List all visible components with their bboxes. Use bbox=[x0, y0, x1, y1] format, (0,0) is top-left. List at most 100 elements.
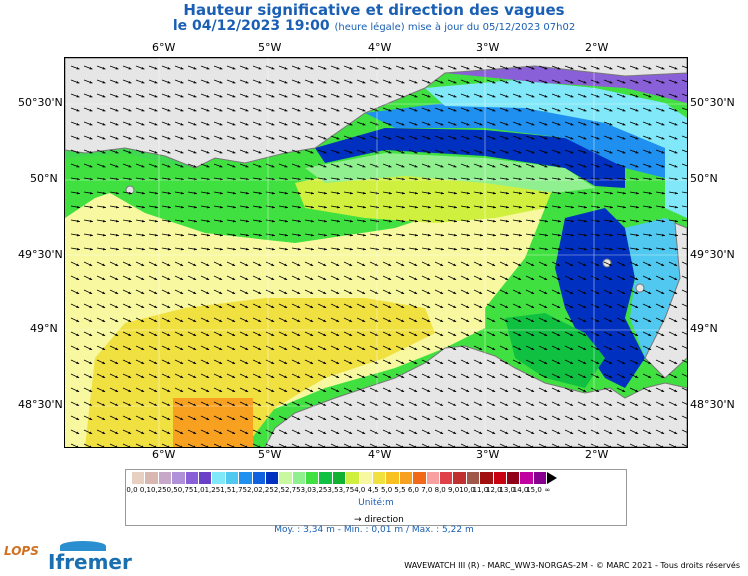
direction-arrow-head bbox=[115, 136, 119, 140]
direction-arrow-head bbox=[349, 361, 353, 364]
direction-arrow-head bbox=[115, 247, 119, 251]
direction-arrow-head bbox=[154, 445, 157, 447]
direction-arrow-head bbox=[388, 122, 392, 126]
direction-arrow-head bbox=[622, 445, 625, 447]
direction-arrow-head bbox=[76, 136, 80, 140]
direction-arrow-head bbox=[271, 305, 275, 308]
direction-arrow-head bbox=[427, 136, 431, 140]
direction-arrow-head bbox=[193, 403, 197, 406]
direction-arrow-head bbox=[154, 80, 158, 84]
direction-arrow-head bbox=[661, 277, 665, 280]
direction-arrow-head bbox=[180, 219, 184, 223]
direction-arrow-head bbox=[206, 191, 210, 195]
lops-logo: LOPS bbox=[4, 544, 39, 558]
direction-arrow-head bbox=[323, 233, 327, 237]
direction-arrow-head bbox=[674, 150, 678, 154]
direction-arrow-head bbox=[583, 108, 587, 112]
direction-arrow-head bbox=[115, 205, 119, 209]
direction-arrow-head bbox=[622, 263, 626, 266]
direction-arrow-head bbox=[622, 150, 626, 154]
direction-arrow-head bbox=[271, 219, 275, 223]
direction-arrow-head bbox=[271, 191, 275, 195]
direction-arrow-head bbox=[102, 94, 106, 98]
direction-arrow-head bbox=[544, 205, 548, 209]
direction-arrow-head bbox=[141, 247, 145, 251]
direction-arrow-head bbox=[115, 108, 119, 112]
direction-arrow-head bbox=[401, 80, 405, 84]
direction-arrow-head bbox=[89, 431, 93, 434]
direction-arrow-head bbox=[245, 219, 249, 223]
direction-arrow-head bbox=[336, 263, 340, 266]
direction-arrow-head bbox=[271, 277, 275, 280]
direction-arrow-head bbox=[557, 305, 561, 308]
direction-arrow-head bbox=[583, 191, 587, 195]
direction-arrow-head bbox=[492, 305, 496, 308]
legend-value-label: 0,0 bbox=[126, 486, 138, 494]
direction-arrow-head bbox=[635, 94, 639, 98]
direction-arrow-head bbox=[388, 94, 392, 98]
direction-arrow-head bbox=[206, 108, 210, 112]
direction-arrow-head bbox=[115, 150, 119, 154]
direction-arrow-head bbox=[518, 333, 522, 336]
direction-arrow bbox=[681, 415, 687, 419]
direction-arrow-head bbox=[310, 417, 314, 420]
direction-arrow-head bbox=[401, 233, 405, 237]
lat-label-right: 50°30'N bbox=[690, 96, 735, 109]
direction-arrow-head bbox=[453, 233, 457, 237]
direction-arrow bbox=[200, 443, 209, 447]
direction-arrow-head bbox=[219, 361, 223, 364]
direction-arrow-head bbox=[401, 333, 405, 336]
direction-arrow-head bbox=[232, 263, 236, 266]
direction-arrow-head bbox=[115, 347, 119, 350]
direction-arrow-head bbox=[492, 445, 495, 447]
direction-arrow-head bbox=[440, 445, 443, 447]
direction-arrow-head bbox=[375, 375, 379, 378]
direction-arrow-head bbox=[505, 305, 509, 308]
direction-arrow-head bbox=[674, 361, 678, 364]
direction-arrow-head bbox=[440, 191, 444, 195]
direction-arrow-head bbox=[245, 263, 249, 266]
direction-arrow bbox=[564, 443, 573, 447]
lat-label-left: 49°N bbox=[30, 322, 58, 335]
lat-label-right: 49°N bbox=[690, 322, 718, 335]
direction-arrow-head bbox=[674, 347, 678, 350]
direction-arrow-head bbox=[466, 347, 470, 350]
direction-arrow-head bbox=[206, 263, 210, 266]
direction-arrow-head bbox=[245, 108, 249, 112]
direction-arrow-head bbox=[128, 94, 132, 98]
direction-arrow-head bbox=[414, 291, 418, 294]
direction-arrow-head bbox=[258, 347, 262, 350]
direction-arrow-head bbox=[583, 136, 587, 140]
direction-arrow-head bbox=[440, 277, 444, 280]
direction-arrow-head bbox=[635, 66, 639, 70]
direction-arrow-head bbox=[115, 291, 119, 294]
direction-arrow-head bbox=[622, 347, 626, 350]
direction-arrow-head bbox=[76, 191, 80, 195]
direction-arrow-head bbox=[622, 305, 626, 308]
direction-arrow-head bbox=[336, 403, 340, 406]
direction-arrow-head bbox=[76, 431, 80, 434]
direction-arrow-head bbox=[635, 164, 639, 168]
direction-arrow-head bbox=[141, 66, 145, 70]
direction-arrow-head bbox=[596, 445, 599, 447]
direction-arrow-head bbox=[76, 108, 80, 112]
direction-arrow-head bbox=[310, 333, 314, 336]
lon-label-bottom: 3°W bbox=[476, 448, 500, 461]
direction-arrow-head bbox=[128, 164, 132, 168]
direction-arrow-head bbox=[505, 445, 508, 447]
direction-arrow-head bbox=[154, 263, 158, 266]
direction-arrow-head bbox=[206, 136, 210, 140]
direction-arrow bbox=[70, 443, 79, 447]
wave-map[interactable] bbox=[64, 57, 688, 448]
direction-arrow-head bbox=[648, 305, 652, 308]
direction-arrow-head bbox=[674, 108, 678, 112]
direction-arrow-head bbox=[349, 205, 353, 209]
direction-arrow bbox=[681, 331, 687, 335]
direction-arrow-head bbox=[323, 205, 327, 209]
direction-arrow-head bbox=[193, 263, 197, 266]
direction-arrow-head bbox=[336, 277, 340, 280]
direction-arrow-head bbox=[297, 361, 301, 364]
direction-arrow-head bbox=[505, 319, 509, 322]
legend-color-swatch bbox=[413, 472, 427, 484]
direction-arrow-head bbox=[674, 233, 678, 237]
